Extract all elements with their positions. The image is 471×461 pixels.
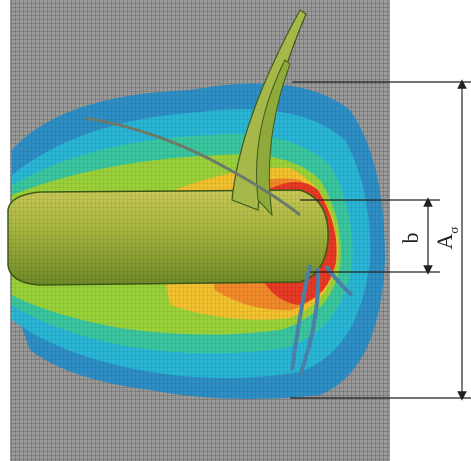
label-b: b [398, 233, 423, 244]
simulation-image [8, 0, 390, 461]
figure: b Aσ [0, 0, 471, 461]
label-a-sigma: Aσ [432, 227, 461, 250]
label-sigma: σ [446, 227, 461, 234]
label-a: A [432, 233, 457, 249]
